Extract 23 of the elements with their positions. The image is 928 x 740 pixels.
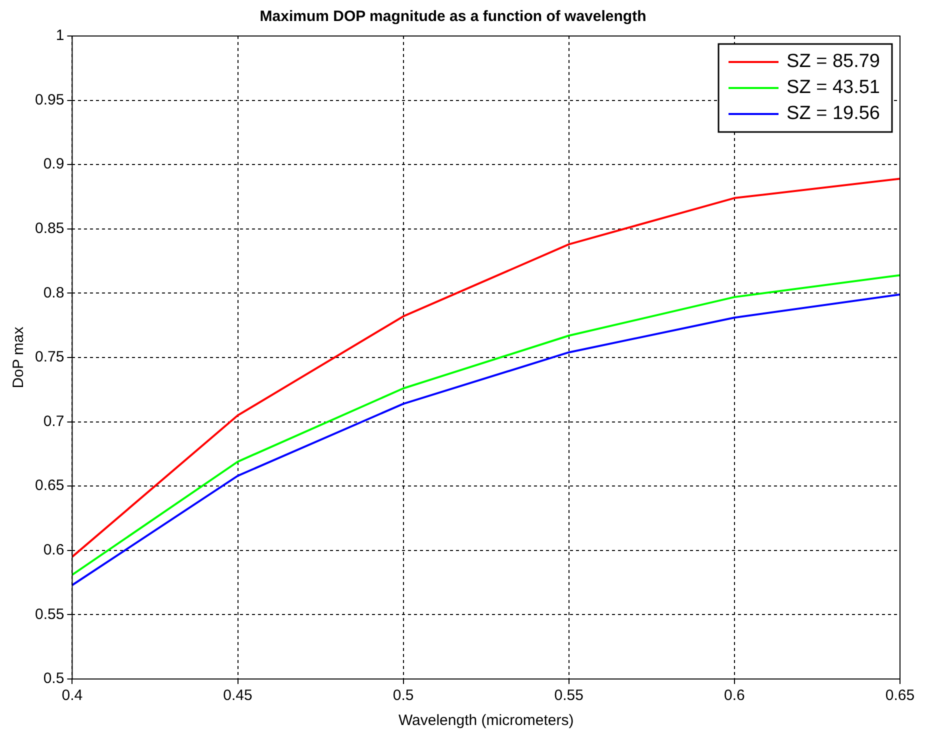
y-tick-label: 0.8 xyxy=(43,284,64,302)
y-tick-label: 0.9 xyxy=(43,156,64,173)
y-tick-label: 0.7 xyxy=(43,412,64,430)
x-tick-label: 0.65 xyxy=(885,687,915,704)
y-tick-label: 0.75 xyxy=(34,348,64,366)
x-tick-label: 0.55 xyxy=(554,687,584,704)
x-tick-label: 0.45 xyxy=(223,687,252,704)
y-tick-label: 0.85 xyxy=(34,220,64,238)
y-tick-label: 0.65 xyxy=(34,477,64,494)
y-tick-label: 0.55 xyxy=(34,606,64,623)
legend-label: SZ = 85.79 xyxy=(786,51,880,72)
x-tick-label: 0.5 xyxy=(392,687,414,704)
y-tick-label: 0.5 xyxy=(43,670,64,688)
chart-title: Maximum DOP magnitude as a function of wavelength xyxy=(260,8,646,26)
x-axis-title: Wavelength (micrometers) xyxy=(398,712,574,730)
x-tick-label: 0.4 xyxy=(62,687,83,704)
y-axis-title: DoP max xyxy=(10,326,28,388)
legend-label: SZ = 19.56 xyxy=(786,103,880,124)
x-tick-label: 0.6 xyxy=(724,687,745,704)
y-tick-label: 0.6 xyxy=(43,542,64,559)
y-tick-label: 0.95 xyxy=(34,91,64,108)
y-tick-label: 1 xyxy=(56,27,64,44)
legend-label: SZ = 43.51 xyxy=(786,77,880,98)
